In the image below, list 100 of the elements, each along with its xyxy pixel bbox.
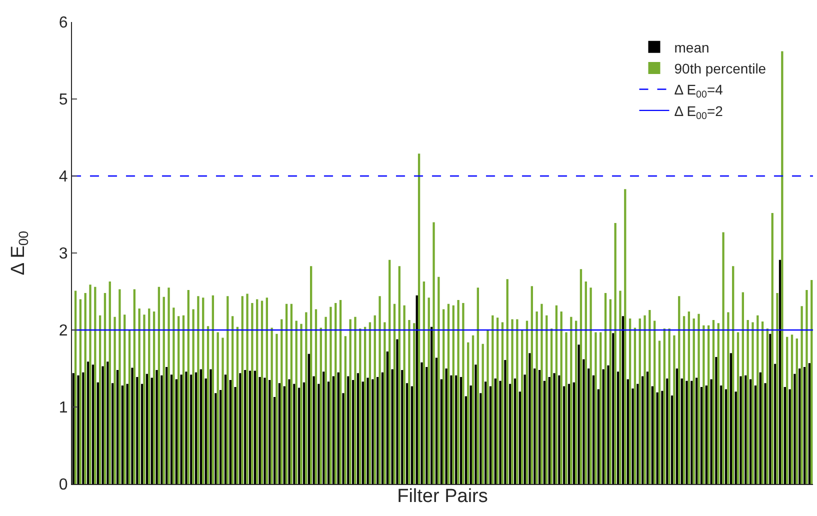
bar <box>418 154 420 484</box>
bar <box>720 385 722 484</box>
bar <box>84 293 86 484</box>
bar <box>710 379 712 484</box>
bar <box>241 296 244 484</box>
bar <box>126 384 128 484</box>
bar <box>778 260 782 484</box>
bar <box>300 324 302 484</box>
bar <box>722 232 724 484</box>
bar <box>236 326 239 484</box>
bar <box>234 386 236 484</box>
bar <box>314 309 318 484</box>
bar <box>231 316 234 484</box>
bar <box>426 366 428 484</box>
bar <box>393 304 396 484</box>
y-tick-label: 0 <box>58 476 68 494</box>
bar <box>626 379 629 484</box>
bar <box>158 286 160 484</box>
bar <box>106 362 109 484</box>
bar <box>141 384 144 484</box>
bar <box>224 374 227 484</box>
bar <box>766 328 769 484</box>
bar <box>764 383 766 484</box>
bar <box>82 372 84 484</box>
bar <box>121 385 124 484</box>
bar <box>302 382 306 484</box>
bar <box>124 314 126 484</box>
y-tick-label: 2 <box>58 322 68 340</box>
bar <box>692 318 695 484</box>
bar <box>170 374 173 484</box>
bar <box>182 315 185 484</box>
legend-label: Δ E$_{00}$=4 <box>674 82 724 101</box>
bar <box>476 288 480 484</box>
bar <box>324 316 327 484</box>
bar <box>460 376 462 484</box>
bar <box>359 328 362 484</box>
legend-label: mean <box>674 39 710 56</box>
bar <box>87 362 90 484</box>
bar <box>310 266 312 484</box>
bar <box>746 320 749 484</box>
y-tick-label: 4 <box>58 168 68 186</box>
bar <box>162 296 165 484</box>
bar <box>450 375 452 484</box>
bar <box>803 366 806 484</box>
bar <box>305 312 308 484</box>
bar <box>602 369 604 484</box>
bar <box>339 300 342 484</box>
bar <box>422 281 426 484</box>
bar <box>79 299 82 484</box>
bar <box>435 358 438 484</box>
bar <box>742 292 744 484</box>
bar <box>362 382 364 484</box>
bar <box>707 325 710 484</box>
bar <box>489 386 492 484</box>
bar <box>410 386 414 484</box>
bar <box>194 372 198 484</box>
bar <box>293 384 296 484</box>
bar <box>202 298 204 484</box>
bar <box>312 376 315 484</box>
bar <box>715 356 718 484</box>
bar <box>521 330 524 484</box>
bar <box>619 290 622 484</box>
bar <box>384 322 386 484</box>
x-axis-title: Filter Pairs <box>397 486 488 507</box>
bar <box>462 303 464 484</box>
bar <box>364 326 366 484</box>
bar <box>540 304 543 484</box>
bar <box>661 390 664 484</box>
bar <box>658 340 661 484</box>
bar <box>212 295 214 484</box>
bar <box>94 286 96 484</box>
bar <box>492 315 494 484</box>
bar <box>266 298 268 484</box>
bar <box>285 304 288 484</box>
bar <box>160 375 163 484</box>
bar <box>229 380 232 484</box>
bar <box>553 373 556 484</box>
bar <box>180 374 182 484</box>
bar <box>676 368 678 484</box>
bar <box>376 376 379 484</box>
bar <box>108 281 111 484</box>
bar <box>457 300 460 484</box>
bar <box>98 315 102 484</box>
bar <box>696 378 698 484</box>
bar <box>148 308 150 484</box>
bar <box>808 363 811 484</box>
bar <box>670 395 674 484</box>
bar <box>388 260 391 484</box>
bar <box>273 396 276 484</box>
bar <box>354 316 356 484</box>
bar <box>705 385 708 484</box>
bar <box>516 319 518 484</box>
bar <box>220 390 222 484</box>
bar <box>337 372 340 484</box>
bar <box>486 330 489 484</box>
bar <box>270 328 273 484</box>
bar <box>550 328 553 484</box>
bar <box>678 296 680 484</box>
bar <box>690 380 693 484</box>
bar <box>698 314 700 484</box>
